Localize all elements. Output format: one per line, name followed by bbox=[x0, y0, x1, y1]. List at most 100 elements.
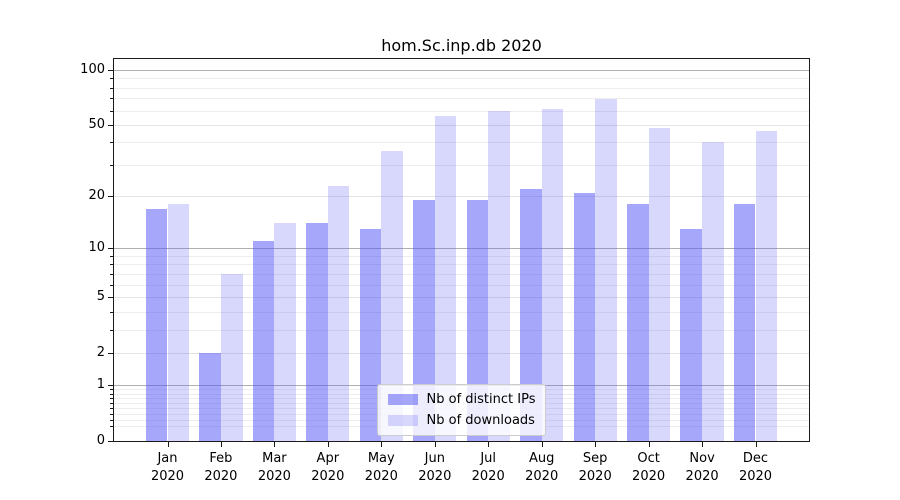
gridline-y-5 bbox=[114, 296, 809, 298]
x-tick-year-text: 2020 bbox=[150, 469, 185, 484]
bar-downloads-jul bbox=[488, 110, 510, 441]
gridline-y-50 bbox=[114, 124, 809, 126]
y-minortick-9 bbox=[110, 255, 113, 257]
bar-distinct-ips-nov bbox=[680, 228, 703, 441]
x-tick-jul bbox=[488, 442, 490, 447]
bar-distinct-ips-mar bbox=[252, 241, 275, 441]
x-tick-label-aug: Aug 2020 bbox=[512, 450, 572, 486]
x-tick-year-text: 2020 bbox=[257, 469, 291, 484]
plot-area: Nb of distinct IPs Nb of downloads bbox=[113, 58, 810, 442]
gridline-y-40 bbox=[114, 142, 809, 144]
gridline-y-4 bbox=[114, 311, 809, 313]
x-tick-year-text: 2020 bbox=[471, 469, 505, 484]
x-tick-year-text: 2020 bbox=[738, 469, 773, 484]
y-minortick-90 bbox=[110, 78, 113, 80]
x-tick-year-text: 2020 bbox=[311, 469, 345, 484]
y-minortick-0.8 bbox=[110, 393, 113, 395]
y-minortick-3 bbox=[110, 329, 113, 331]
bar-distinct-ips-oct bbox=[626, 204, 649, 441]
x-tick-year-text: 2020 bbox=[204, 469, 238, 484]
x-tick-month-text: Feb bbox=[209, 451, 233, 466]
chart-title: hom.Sc.inp.db 2020 bbox=[381, 36, 542, 55]
y-tick-label-100: 100 bbox=[80, 61, 105, 77]
y-minortick-0.4 bbox=[110, 413, 113, 415]
x-tick-label-dec: Dec 2020 bbox=[726, 450, 786, 486]
gridline-y-80 bbox=[114, 87, 809, 89]
bar-downloads-aug bbox=[541, 109, 564, 441]
x-tick-label-apr: Apr 2020 bbox=[298, 450, 358, 486]
y-tick-label-5: 5 bbox=[96, 288, 105, 304]
gridline-y-10 bbox=[114, 248, 809, 250]
y-minortick-60 bbox=[110, 110, 113, 112]
x-tick-month-text: Sep bbox=[582, 451, 608, 466]
y-minortick-0.2 bbox=[110, 426, 113, 428]
x-tick-year-text: 2020 bbox=[685, 469, 719, 484]
y-tick-label-2: 2 bbox=[96, 344, 105, 360]
gridline-y-90 bbox=[114, 78, 809, 80]
y-minortick-0.6 bbox=[110, 403, 113, 405]
gridline-y-9 bbox=[114, 255, 809, 257]
bar-downloads-sep bbox=[595, 99, 617, 441]
x-tick-sep bbox=[595, 442, 597, 447]
x-tick-may bbox=[381, 442, 383, 447]
bar-downloads-dec bbox=[755, 131, 778, 441]
bar-distinct-ips-may bbox=[359, 228, 382, 441]
y-tick-1 bbox=[108, 385, 113, 387]
y-minortick-40 bbox=[110, 142, 113, 144]
bar-downloads-jan bbox=[167, 204, 190, 441]
legend-item-distinct-ips: Nb of distinct IPs bbox=[387, 392, 536, 407]
gridline-y-2 bbox=[114, 352, 809, 354]
gridline-y-100 bbox=[114, 69, 809, 71]
y-tick-0 bbox=[108, 441, 113, 442]
x-tick-label-sep: Sep 2020 bbox=[565, 450, 625, 486]
x-tick-label-feb: Feb 2020 bbox=[191, 450, 251, 486]
x-tick-oct bbox=[648, 442, 650, 447]
gridline-y-30 bbox=[114, 164, 809, 166]
y-minortick-0.3 bbox=[110, 419, 113, 421]
gridline-y-7 bbox=[114, 273, 809, 275]
bar-distinct-ips-apr bbox=[306, 223, 328, 441]
x-tick-dec bbox=[755, 442, 757, 447]
bar-downloads-nov bbox=[702, 142, 724, 441]
x-tick-label-mar: Mar 2020 bbox=[244, 450, 304, 486]
x-tick-year-text: 2020 bbox=[418, 469, 452, 484]
legend-swatch-distinct-ips bbox=[387, 394, 418, 405]
x-tick-label-may: May 2020 bbox=[351, 450, 411, 486]
legend-item-downloads: Nb of downloads bbox=[387, 413, 536, 428]
y-tick-label-1: 1 bbox=[96, 377, 105, 393]
gridline-y-6 bbox=[114, 284, 809, 286]
x-tick-month-text: Mar bbox=[262, 451, 287, 466]
legend-label-distinct-ips: Nb of distinct IPs bbox=[426, 392, 536, 407]
gridline-y-8 bbox=[114, 264, 809, 266]
x-tick-label-nov: Nov 2020 bbox=[672, 450, 732, 486]
x-tick-mar bbox=[274, 442, 276, 447]
y-tick-label-50: 50 bbox=[88, 116, 105, 132]
x-tick-year-text: 2020 bbox=[364, 469, 398, 484]
legend-label-downloads: Nb of downloads bbox=[426, 413, 535, 428]
bar-downloads-oct bbox=[648, 128, 671, 441]
gridline-y-70 bbox=[114, 98, 809, 100]
bar-downloads-may bbox=[381, 150, 403, 441]
bar-distinct-ips-jan bbox=[145, 208, 168, 441]
x-tick-label-oct: Oct 2020 bbox=[619, 450, 679, 486]
x-tick-year-text: 2020 bbox=[632, 469, 666, 484]
x-tick-label-jul: Jul 2020 bbox=[458, 450, 518, 486]
bar-downloads-jun bbox=[434, 115, 457, 441]
bar-distinct-ips-feb bbox=[199, 352, 221, 441]
bar-downloads-apr bbox=[327, 185, 350, 441]
gridline-y-20 bbox=[114, 196, 809, 198]
x-tick-label-jan: Jan 2020 bbox=[138, 450, 198, 486]
bar-distinct-ips-jun bbox=[413, 200, 435, 441]
x-tick-month-text: Apr bbox=[316, 451, 340, 466]
y-tick-label-0: 0 bbox=[96, 433, 105, 448]
y-tick-2 bbox=[108, 352, 113, 354]
y-tick-5 bbox=[108, 296, 113, 298]
bar-distinct-ips-jul bbox=[466, 200, 489, 441]
x-tick-jun bbox=[434, 442, 436, 447]
x-tick-year-text: 2020 bbox=[578, 469, 612, 484]
legend-swatch-downloads bbox=[387, 415, 418, 426]
gridline-y-3 bbox=[114, 329, 809, 331]
x-tick-apr bbox=[327, 442, 329, 447]
bar-distinct-ips-sep bbox=[573, 192, 596, 441]
